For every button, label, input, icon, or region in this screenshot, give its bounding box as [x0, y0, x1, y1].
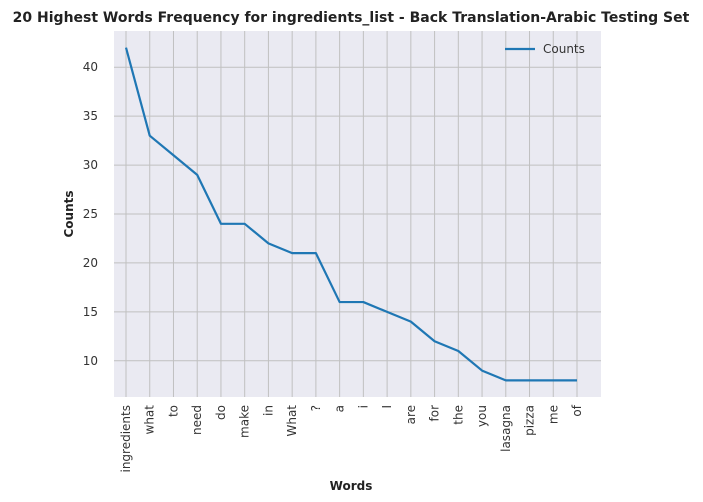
x-tick-label: lasagna	[499, 405, 513, 452]
x-tick-label: pizza	[523, 405, 537, 436]
y-axis-label: Counts	[62, 190, 76, 237]
chart-title: 20 Highest Words Frequency for ingredien…	[13, 10, 690, 26]
x-tick-label: make	[238, 405, 252, 438]
x-tick-label: in	[261, 405, 275, 416]
series-line-counts	[124, 47, 577, 382]
x-tick-label: ?	[309, 405, 323, 411]
y-tick-label: 25	[83, 207, 98, 221]
x-tick-label: I	[380, 405, 394, 409]
y-axis-ticks: 10 15 20 25 30 35 40	[83, 60, 98, 368]
x-tick-label: what	[143, 405, 157, 435]
y-tick-label: 35	[83, 109, 98, 123]
y-tick-label: 20	[83, 256, 98, 270]
x-tick-label: a	[333, 405, 347, 412]
x-tick-label: to	[166, 405, 180, 417]
x-tick-label: ingredients	[119, 405, 133, 473]
x-tick-label: do	[214, 405, 228, 420]
x-tick-label: for	[428, 405, 442, 422]
x-tick-label: What	[285, 405, 299, 437]
x-tick-label: need	[190, 405, 204, 435]
x-tick-label: me	[546, 405, 560, 424]
grid	[114, 31, 601, 397]
x-tick-label: i	[356, 405, 370, 408]
legend: Counts	[505, 42, 585, 56]
x-tick-label: you	[475, 405, 489, 427]
x-tick-label: the	[451, 405, 465, 425]
y-tick-label: 15	[83, 305, 98, 319]
legend-label: Counts	[543, 42, 585, 56]
y-tick-label: 40	[83, 60, 98, 74]
y-tick-label: 30	[83, 158, 98, 172]
x-tick-label: are	[404, 405, 418, 424]
x-tick-label: of	[570, 404, 584, 416]
y-tick-label: 10	[83, 354, 98, 368]
x-axis-label: Words	[330, 479, 373, 493]
